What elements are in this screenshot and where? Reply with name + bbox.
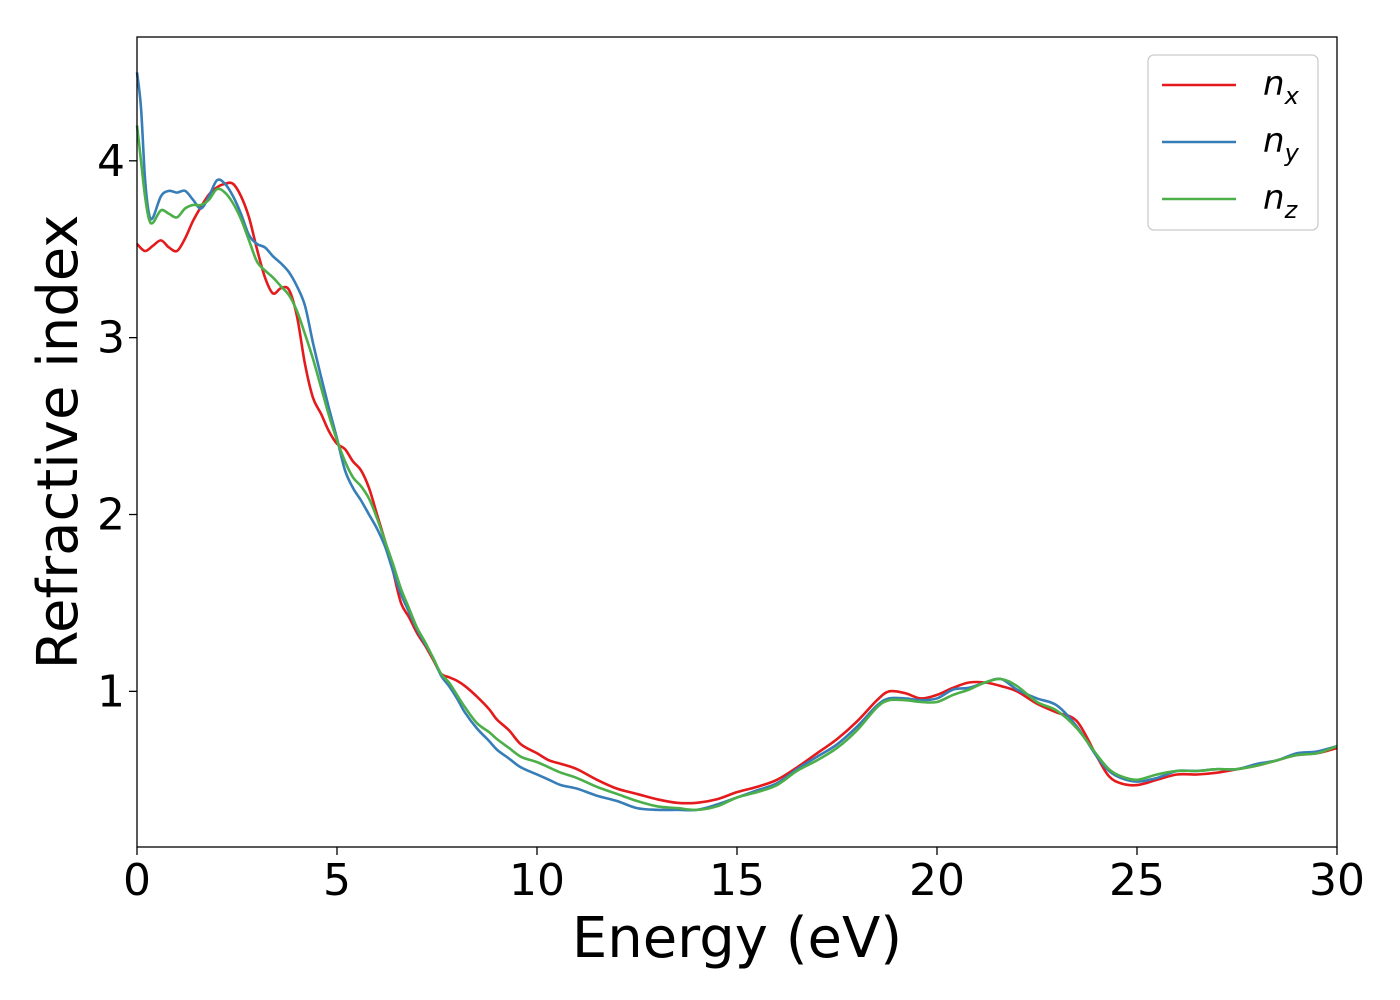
series-line-nz (135, 125, 1338, 812)
y-tick-label: 2 (97, 490, 125, 541)
y-tick-label: 4 (97, 136, 125, 187)
series-layer (135, 72, 1338, 812)
legend-label-nz: nz (1263, 178, 1299, 224)
y-axis-label: Refractive index (26, 215, 91, 670)
x-axis: 0 5 10 15 20 25 30 (123, 847, 1365, 906)
series-line-ny (135, 72, 1338, 812)
y-tick-label: 3 (97, 313, 125, 364)
x-tick-label: 15 (709, 855, 765, 906)
y-axis: 1 2 3 4 (97, 136, 137, 717)
x-axis-label: Energy (eV) (572, 906, 902, 971)
x-tick-label: 10 (509, 855, 565, 906)
x-tick-label: 30 (1309, 855, 1365, 906)
series-line-nx (136, 181, 1338, 805)
x-tick-label: 20 (909, 855, 965, 906)
y-tick-label: 1 (97, 666, 125, 717)
x-tick-label: 0 (123, 855, 151, 906)
x-tick-label: 25 (1109, 855, 1165, 906)
x-tick-label: 5 (323, 855, 351, 906)
